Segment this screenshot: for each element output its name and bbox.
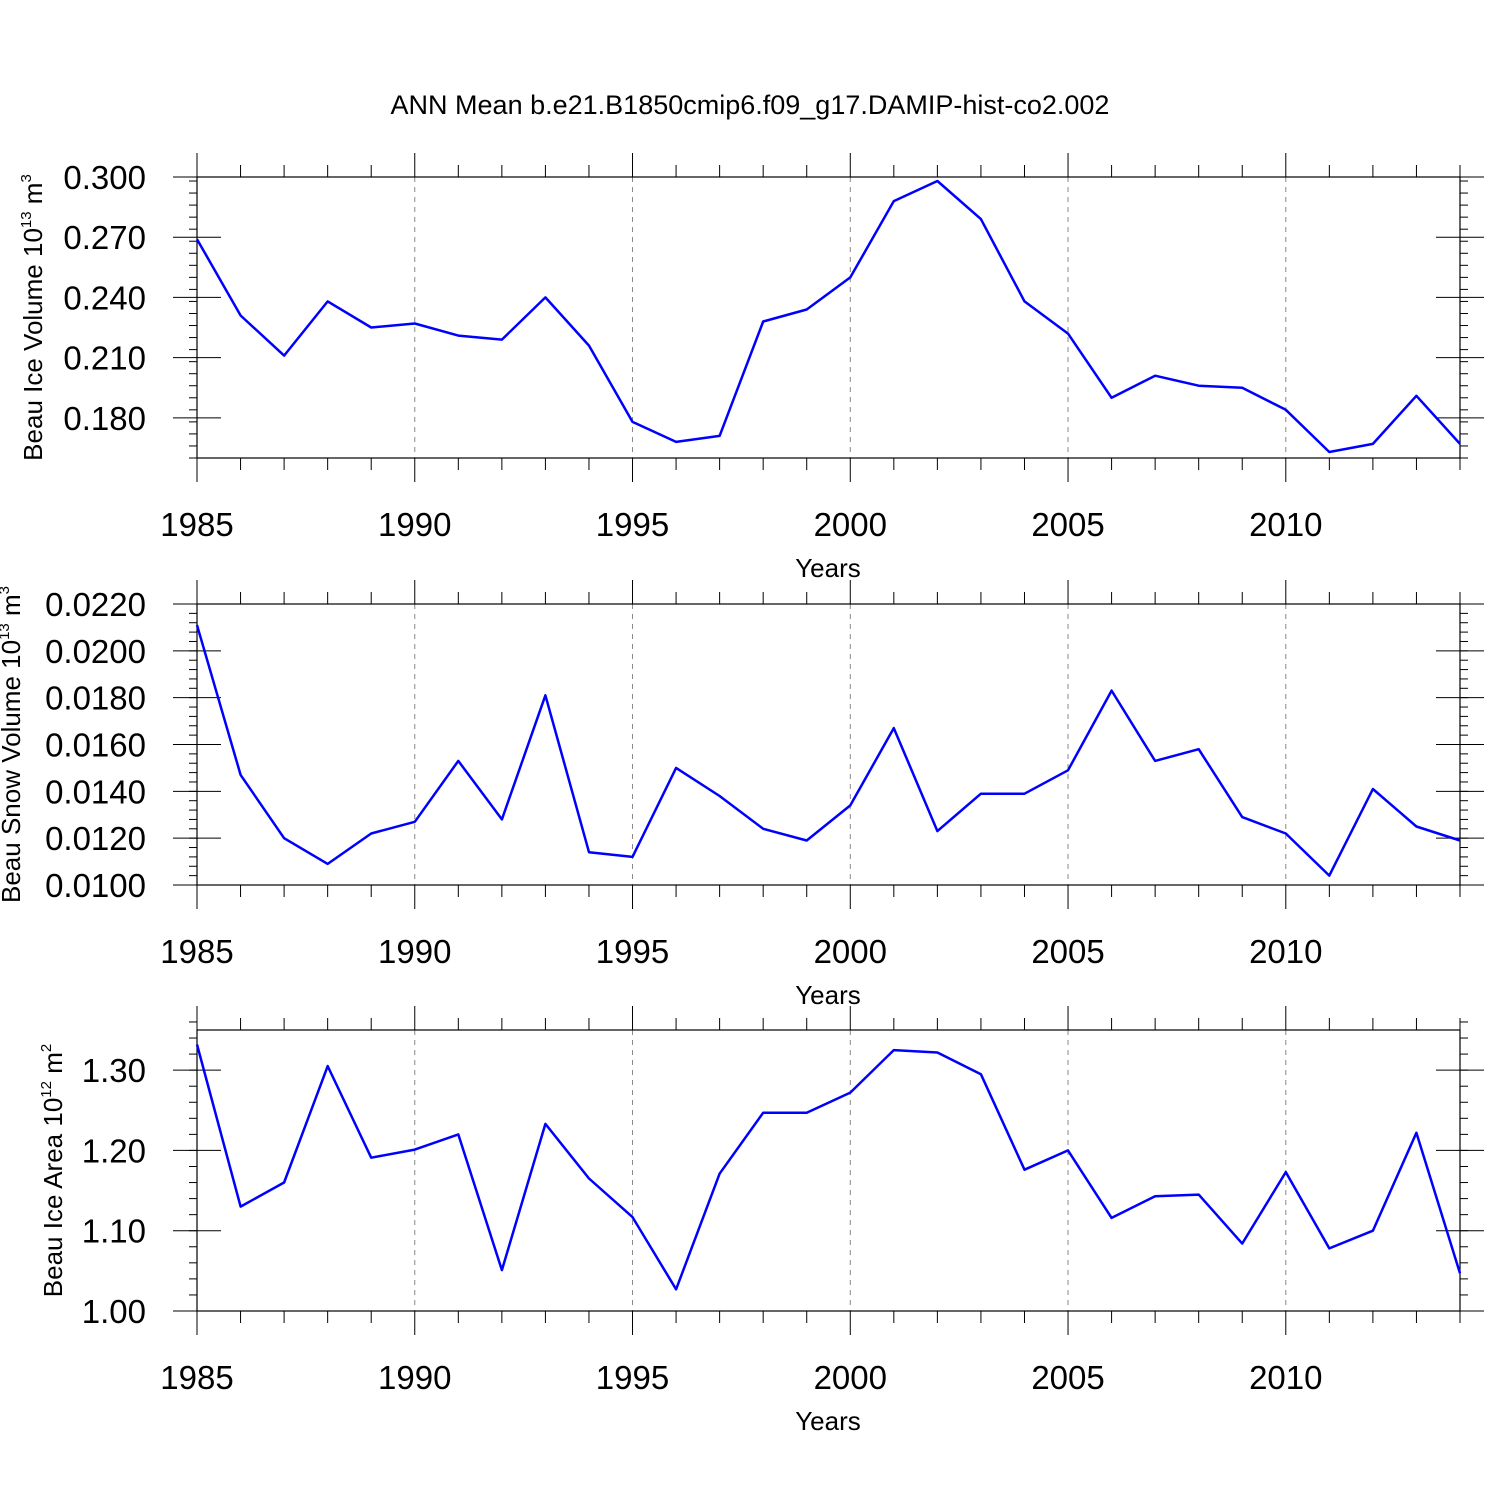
y-axis-title-unit: m: [18, 183, 48, 212]
x-tick-label: 1985: [160, 933, 233, 970]
panels: 1985 1990 1995 2000 2005 2010 Years 0.180 0.210 0…: [0, 153, 1484, 1436]
y-axis-title-text: Beau Ice Area 10: [38, 1098, 68, 1297]
y-tick-label: 1.30: [82, 1052, 146, 1089]
x-tick-label: 1990: [378, 506, 451, 543]
x-axis-title: Years: [795, 553, 861, 583]
y-tick-label: 1.20: [82, 1132, 146, 1169]
y-tick-label: 1.00: [82, 1293, 146, 1330]
x-tick-label: 1995: [596, 1359, 669, 1396]
y-tick-label: 0.180: [63, 400, 146, 437]
series-line: [195, 179, 1461, 454]
plot-frame: [196, 176, 1461, 459]
y-tick-label: 0.300: [63, 159, 146, 196]
chart-panel-3: 1985 1990 1995 2000 2005 2010 Years 1.00 1.10 1.2…: [38, 1006, 1484, 1436]
y-tick-label: 0.0200: [45, 633, 146, 670]
x-tick-label: 1995: [596, 506, 669, 543]
y-axis-title-exponent: 3: [18, 174, 35, 182]
chart-panel-1: 1985 1990 1995 2000 2005 2010 Years 0.180 0.210 0…: [18, 153, 1484, 583]
y-tick-label: 0.0100: [45, 867, 146, 904]
y-axis-title-exponent: 13: [18, 211, 35, 228]
x-tick-label: 2000: [814, 1359, 887, 1396]
x-tick-label: 2010: [1249, 506, 1322, 543]
y-axis-title-exponent: 13: [0, 623, 13, 640]
figure-title: ANN Mean b.e21.B1850cmip6.f09_g17.DAMIP-…: [391, 90, 1110, 120]
x-tick-label: 1990: [378, 1359, 451, 1396]
y-axis-title-unit: m: [38, 1052, 68, 1081]
y-axis-title-exponent: 3: [0, 586, 13, 594]
series-line: [195, 1044, 1462, 1291]
plot-frame: [196, 1029, 1461, 1312]
x-tick-label: 2005: [1031, 933, 1104, 970]
x-tick-label: 2010: [1249, 1359, 1322, 1396]
x-tick-label: 2005: [1031, 1359, 1104, 1396]
y-tick-label: 0.240: [63, 279, 146, 316]
x-tick-label: 2000: [814, 506, 887, 543]
y-tick-label: 0.0160: [45, 727, 146, 764]
x-tick-label: 2010: [1249, 933, 1322, 970]
x-tick-label: 2005: [1031, 506, 1104, 543]
chart-panel-2: 1985 1990 1995 2000 2005 2010 Years 0.0100 0.012…: [0, 580, 1484, 1010]
y-tick-label: 0.0120: [45, 820, 146, 857]
y-axis-title: Beau Ice Volume 1013 m3: [18, 174, 48, 461]
y-tick-label: 0.210: [63, 340, 146, 377]
x-axis-title: Years: [795, 980, 861, 1010]
y-axis-title-exponent: 12: [38, 1081, 55, 1098]
x-tick-label: 1985: [160, 506, 233, 543]
y-axis-title-text: Beau Ice Volume 10: [18, 228, 48, 461]
series-line: [195, 624, 1461, 877]
y-axis-title-unit: m: [0, 594, 26, 623]
y-axis-title-text: Beau Snow Volume 10: [0, 640, 26, 903]
x-tick-label: 1990: [378, 933, 451, 970]
x-tick-label: 2000: [814, 933, 887, 970]
y-axis-title: Beau Ice Area 1012 m2: [38, 1044, 68, 1297]
x-tick-label: 1995: [596, 933, 669, 970]
y-tick-label: 0.270: [63, 219, 146, 256]
x-tick-label: 1985: [160, 1359, 233, 1396]
y-tick-label: 0.0220: [45, 586, 146, 623]
plot-frame: [196, 603, 1461, 886]
y-tick-label: 1.10: [82, 1213, 146, 1250]
y-tick-label: 0.0140: [45, 773, 146, 810]
x-axis-title: Years: [795, 1406, 861, 1436]
y-tick-label: 0.0180: [45, 680, 146, 717]
y-axis-title-exponent: 2: [38, 1044, 55, 1052]
y-axis-title: Beau Snow Volume 1013 m3: [0, 586, 26, 903]
